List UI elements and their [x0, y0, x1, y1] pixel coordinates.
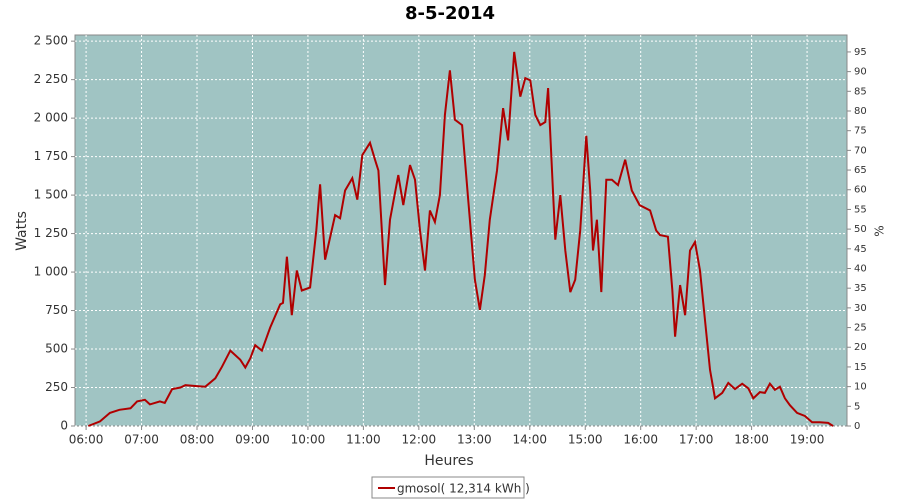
y-tick-label: 1 750: [34, 149, 68, 163]
y2-tick-label: 20: [854, 342, 867, 353]
y2-tick-label: 75: [854, 126, 867, 137]
y-tick-label: 250: [45, 380, 68, 394]
x-tick-label: 13:00: [457, 433, 492, 447]
y2-tick-label: 65: [854, 165, 867, 176]
x-tick-label: 18:00: [734, 433, 769, 447]
x-tick-label: 14:00: [512, 433, 547, 447]
y2-tick-label: 60: [854, 185, 867, 196]
x-tick-label: 16:00: [623, 433, 658, 447]
y-tick-label: 1 250: [34, 226, 68, 240]
y-tick-label: 0: [60, 419, 68, 433]
y2-tick-label: 25: [854, 323, 867, 334]
x-tick-label: 06:00: [69, 433, 104, 447]
y2-tick-label: 90: [854, 67, 867, 78]
plot-area: [74, 34, 848, 427]
x-tick-label: 07:00: [124, 433, 159, 447]
y-tick-label: 1 000: [34, 265, 68, 279]
legend-box: [371, 476, 525, 499]
y-tick-label: 750: [45, 303, 68, 317]
x-tick-label: 12:00: [402, 433, 437, 447]
y2-tick-label: 35: [854, 283, 867, 294]
x-tick-label: 11:00: [346, 433, 381, 447]
y2-tick-label: 85: [854, 86, 867, 97]
y-tick-label: 2 000: [34, 111, 68, 125]
y2-tick-label: 45: [854, 244, 867, 255]
y-tick-label: 2 250: [34, 72, 68, 86]
y2-tick-label: 50: [854, 224, 867, 235]
x-tick-label: 09:00: [235, 433, 270, 447]
y2-tick-label: 40: [854, 263, 867, 274]
y2-axis-label: %: [873, 225, 887, 236]
y-tick-label: 1 500: [34, 188, 68, 202]
y2-tick-label: 10: [854, 382, 867, 393]
x-tick-label: 17:00: [679, 433, 714, 447]
x-tick-label: 15:00: [568, 433, 603, 447]
y2-tick-label: 30: [854, 303, 867, 314]
y-tick-label: 500: [45, 342, 68, 356]
y2-tick-label: 5: [854, 401, 860, 412]
x-axis-label: Heures: [424, 453, 473, 469]
series-line: [87, 51, 834, 427]
x-tick-label: 19:00: [790, 433, 825, 447]
x-tick-label: 10:00: [291, 433, 326, 447]
y2-tick-label: 0: [854, 421, 860, 432]
legend-label: gmosol( 12,314 kWh ): [397, 482, 530, 496]
y2-tick-label: 55: [854, 204, 867, 215]
y-axis-label: Watts: [14, 211, 30, 251]
y-tick-label: 2 500: [34, 34, 68, 48]
chart-title: 8-5-2014: [405, 3, 495, 24]
y2-tick-label: 80: [854, 106, 867, 117]
y2-tick-label: 95: [854, 47, 867, 58]
y2-tick-label: 15: [854, 362, 867, 373]
x-tick-label: 08:00: [180, 433, 215, 447]
y2-tick-label: 70: [854, 145, 867, 156]
